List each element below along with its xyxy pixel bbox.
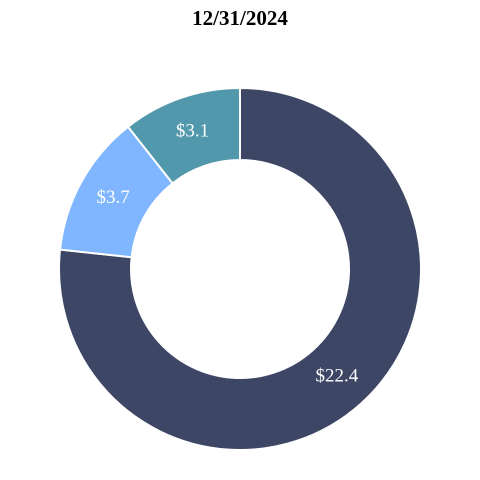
slice-label-1: $3.7 [97, 187, 130, 208]
slice-label-2: $3.1 [176, 120, 209, 141]
chart-title: 12/31/2024 [192, 6, 288, 30]
slice-label-0: $22.4 [315, 365, 358, 386]
donut-slices [58, 86, 422, 451]
donut-slice-0 [58, 86, 422, 451]
donut-slice-2 [126, 86, 241, 185]
donut-labels: $22.4 $3.7 $3.1 [97, 120, 359, 386]
